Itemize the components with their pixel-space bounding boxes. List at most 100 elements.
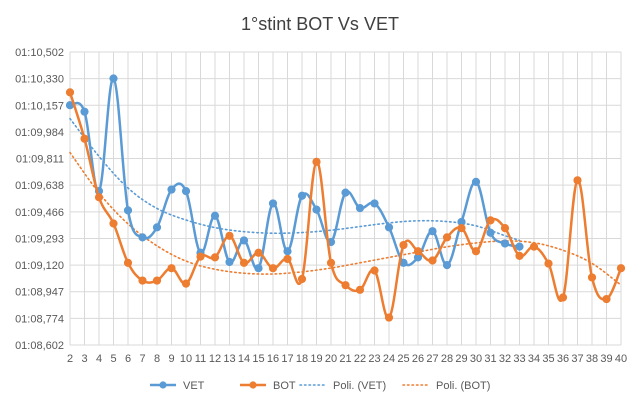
x-tick-label: 15 [252,353,264,365]
y-tick-label: 01:10,330 [15,74,64,86]
x-tick-label: 32 [499,353,511,365]
x-tick-label: 34 [528,353,540,365]
data-point [544,259,553,268]
x-tick-label: 16 [267,353,279,365]
data-point [370,199,379,208]
data-point [558,293,568,302]
x-tick-label: 10 [180,353,192,365]
data-point [370,266,379,275]
data-point [268,264,278,273]
x-tick-label: 13 [223,353,235,365]
x-tick-label: 30 [470,353,482,365]
y-tick-label: 01:09,811 [16,154,64,166]
x-tick-label: 39 [600,353,612,365]
x-tick-label: 18 [296,353,308,365]
data-point [428,256,437,265]
data-point [355,203,365,213]
x-tick-label: 5 [110,353,116,365]
data-point [399,240,408,250]
y-axis-ticks: 01:08,602 01:08,774 01:08,947 01:09,120 01:0… [15,47,64,352]
legend-label: Poli. (VET) [333,380,386,392]
x-tick-label: 35 [542,353,554,365]
data-point [413,247,423,256]
data-point [500,239,510,248]
legend-label: Poli. (BOT) [436,380,490,392]
data-point [442,261,452,270]
series-bot [65,88,626,322]
legend: VET BOT Poli. (VET) Poli. (BOT) [150,380,490,392]
data-point [94,193,104,202]
x-tick-label: 11 [195,353,206,365]
data-point [181,186,191,196]
x-tick-label: 7 [139,353,145,365]
x-tick-label: 2 [67,353,73,365]
data-point [457,224,466,233]
x-tick-label: 20 [325,353,337,365]
x-tick-label: 27 [426,353,438,365]
series-poli-bot [69,151,622,286]
x-tick-label: 8 [154,353,160,365]
data-point [341,188,350,197]
data-point [123,258,133,267]
grid [69,51,622,346]
data-point [152,223,162,232]
data-point [80,107,89,116]
legend-entry: BOT [240,380,296,392]
data-point [181,279,191,288]
data-point [312,205,321,214]
data-point [239,236,249,245]
data-point [616,264,626,273]
x-tick-label: 21 [339,353,351,365]
x-tick-label: 6 [125,353,131,365]
y-tick-label: 01:08,602 [15,340,64,352]
data-point [326,258,336,267]
x-tick-label: 37 [571,353,583,365]
series-line [69,77,520,271]
data-point [471,177,481,186]
data-point [268,199,278,208]
x-tick-label: 29 [455,353,467,365]
x-axis-ticks: 2 3 4 5 6 7 8 9 10 11 12 13 14 15 16 17 18 19 20 21 22 23 24 25… [67,353,627,365]
series-layer [65,74,626,322]
data-point [486,228,495,237]
y-tick-label: 01:09,466 [15,207,64,219]
legend-entry: VET [150,380,205,392]
x-tick-label: 36 [557,353,569,365]
legend-marker [249,381,257,389]
x-tick-label: 40 [615,353,627,365]
x-tick-label: 24 [383,353,395,365]
data-point [428,227,437,236]
data-point [196,252,205,261]
data-point [297,191,307,200]
data-point [529,242,539,251]
data-point [602,294,611,304]
x-tick-label: 25 [397,353,409,365]
data-point [297,274,307,284]
data-point [239,258,249,267]
y-tick-label: 01:10,502 [15,47,64,59]
series-vet [65,74,524,273]
data-point [254,248,263,257]
y-tick-label: 01:08,774 [15,313,64,325]
y-tick-label: 01:09,984 [15,127,64,139]
x-tick-label: 9 [168,353,174,365]
data-point [587,273,597,282]
data-point [355,285,365,294]
data-point [384,313,394,322]
data-point [471,247,481,256]
data-point [283,247,292,256]
data-point [123,206,133,215]
data-point [254,264,263,273]
x-tick-label: 19 [310,353,322,365]
x-tick-label: 23 [368,353,380,365]
data-point [515,251,524,260]
y-tick-label: 01:08,947 [15,287,64,299]
x-tick-label: 28 [441,353,453,365]
y-tick-label: 01:10,157 [15,100,64,112]
x-tick-label: 3 [81,353,87,365]
y-tick-label: 01:09,293 [15,233,64,245]
data-point [384,223,394,232]
data-point [80,134,89,143]
